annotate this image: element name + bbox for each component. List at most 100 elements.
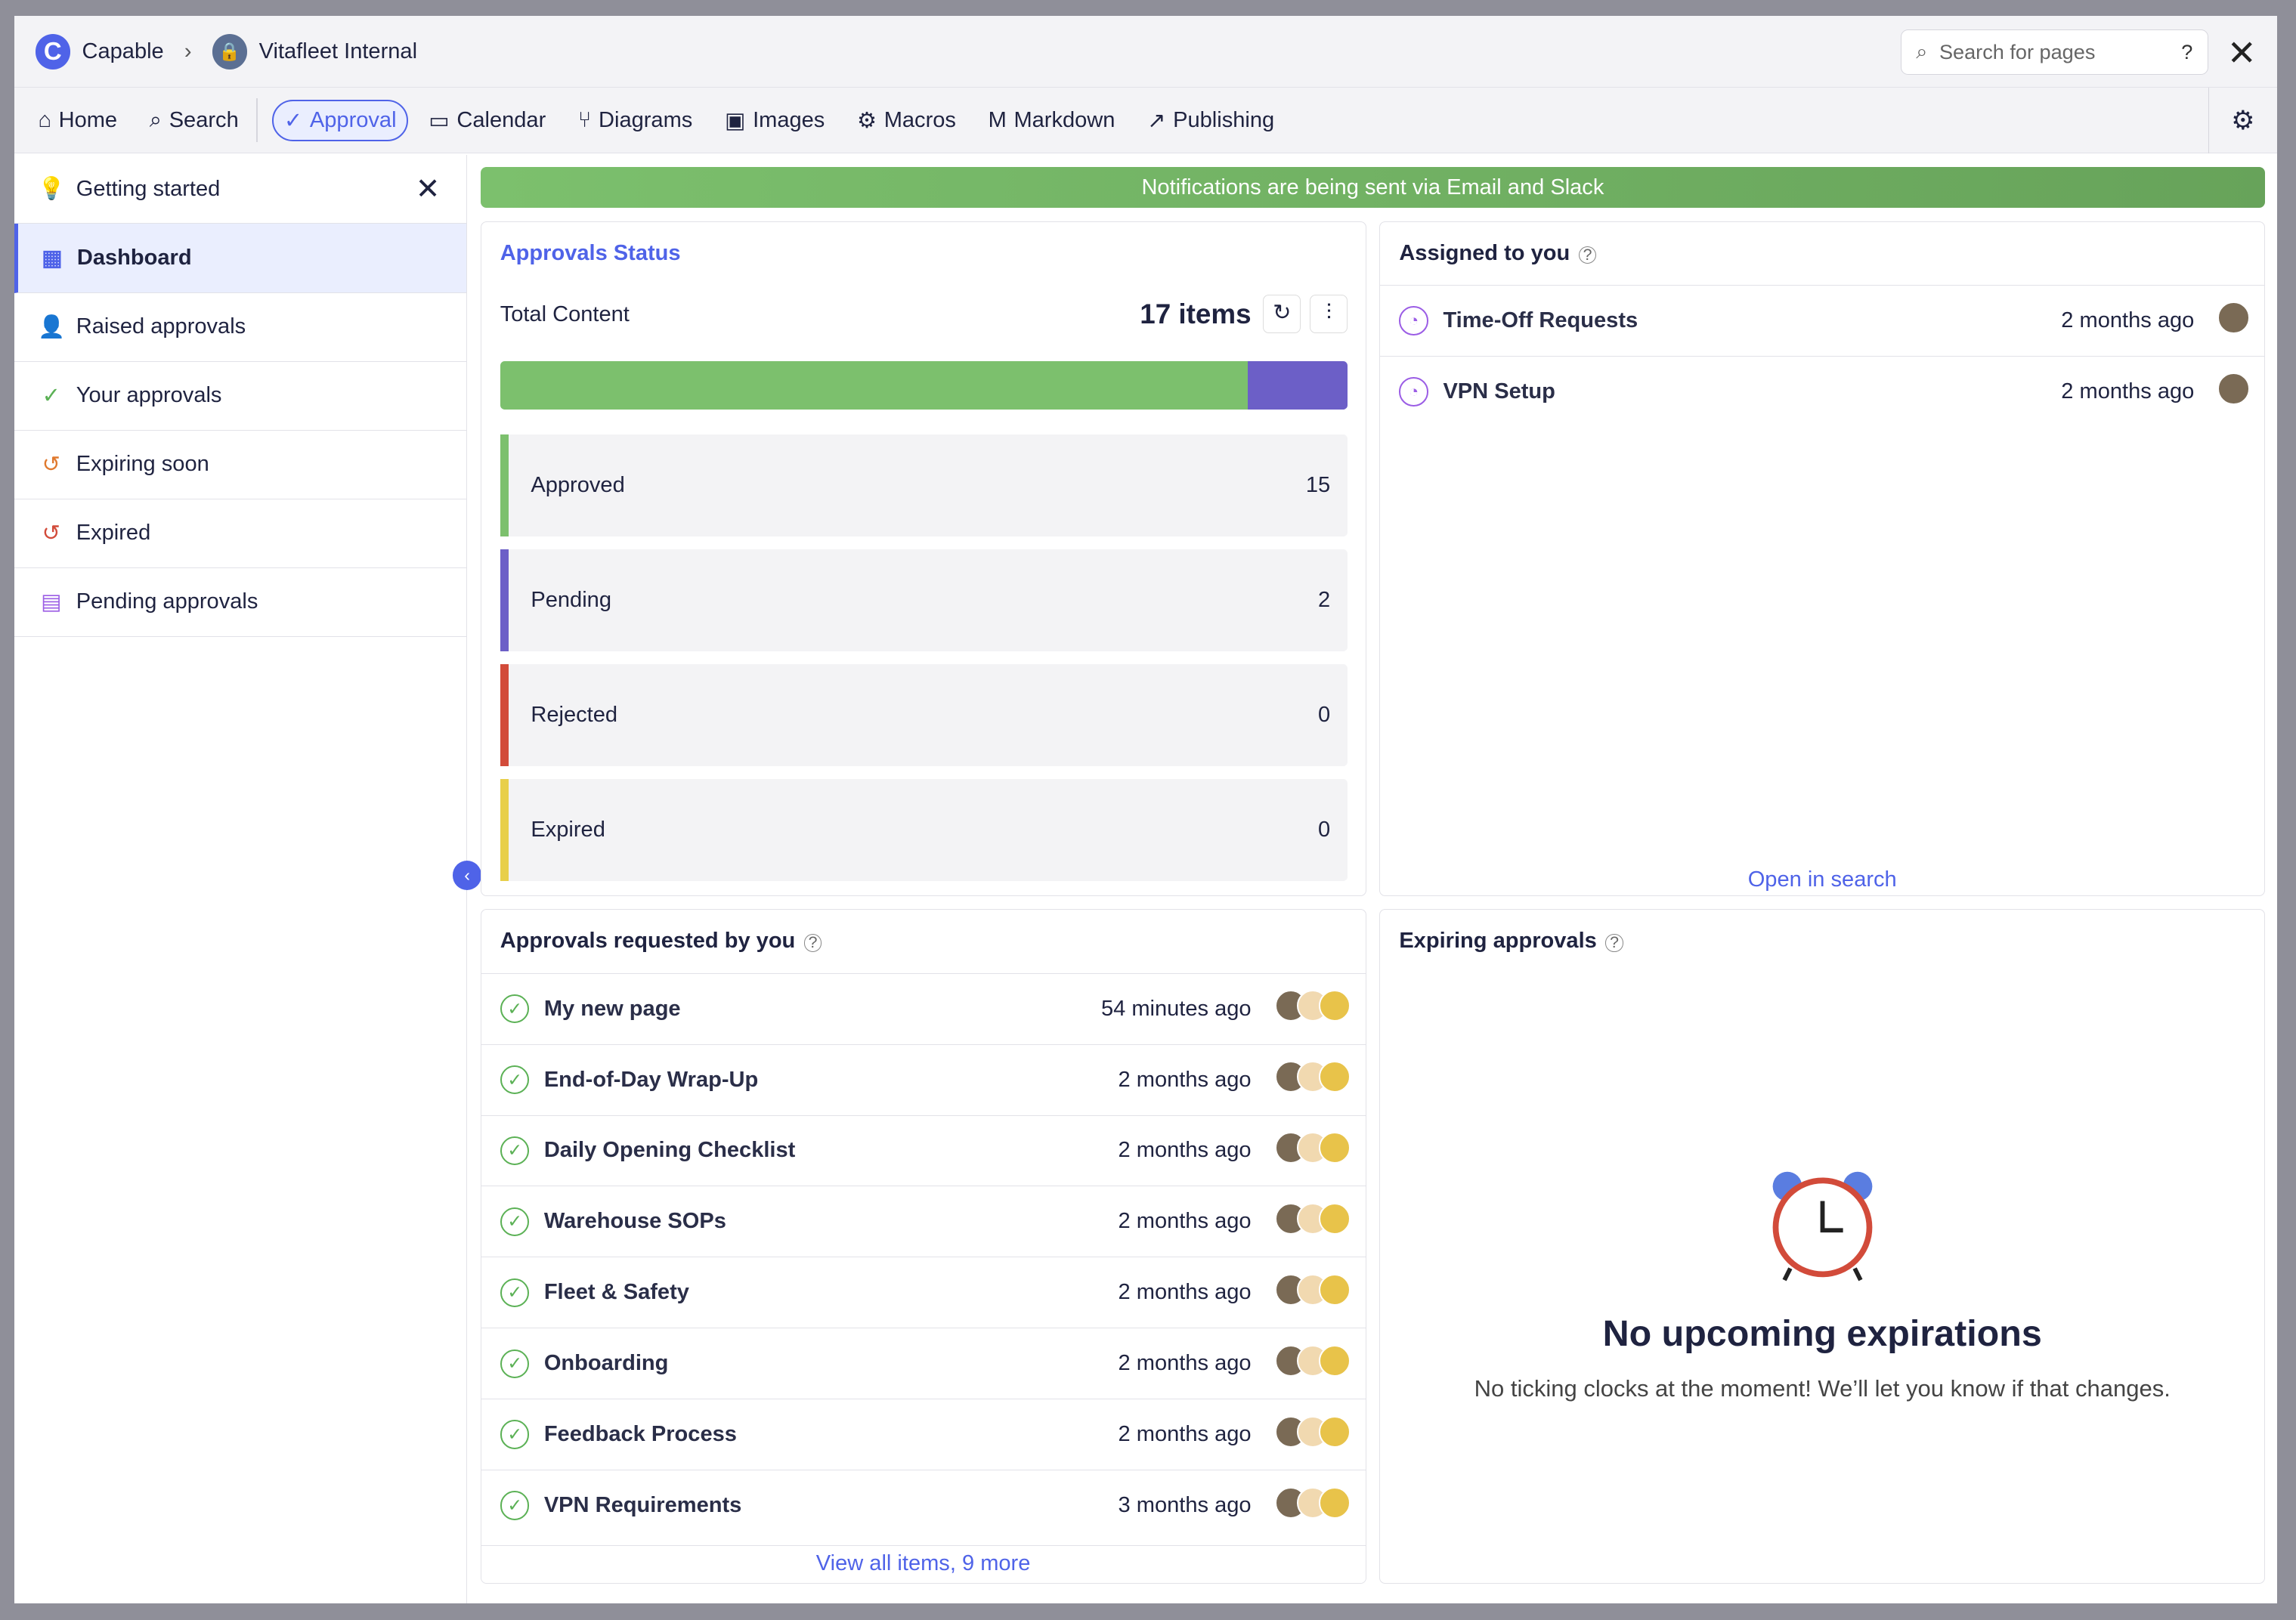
check-circle-icon: ✓	[500, 1065, 530, 1095]
avatar	[1318, 1486, 1351, 1520]
space-lock-icon: 🔒	[212, 34, 248, 70]
sidebar-label: Your approvals	[76, 383, 222, 408]
list-item[interactable]: ✓ Warehouse SOPs 2 months ago	[481, 1186, 1366, 1257]
status-expired[interactable]: Expired 0	[500, 778, 1348, 882]
status-label: Pending	[531, 587, 611, 612]
list-item[interactable]: ✓ Onboarding 2 months ago	[481, 1328, 1366, 1399]
status-count: 0	[1318, 703, 1331, 727]
collapse-sidebar-button[interactable]: ‹	[452, 861, 482, 890]
sidebar-item-your-approvals[interactable]: ✓ Your approvals	[14, 362, 467, 431]
list-item[interactable]: ◔ VPN Setup 2 months ago	[1380, 355, 2265, 427]
search-input[interactable]: ⌕ Search for pages?	[1900, 29, 2208, 75]
open-in-search-link[interactable]: Open in search	[1747, 867, 1897, 892]
item-time: 2 months ago	[1118, 1209, 1252, 1234]
home-icon: ⌂	[38, 107, 51, 132]
close-icon[interactable]: ✕	[415, 172, 441, 206]
list-item[interactable]: ✓ Feedback Process 2 months ago	[481, 1399, 1366, 1470]
help-button[interactable]: ?	[2181, 39, 2193, 63]
item-title: Feedback Process	[543, 1422, 737, 1447]
markdown-icon: M	[988, 107, 1007, 132]
alarm-clock-icon	[1772, 1172, 1873, 1281]
main-content: Notifications are being sent via Email a…	[480, 155, 2277, 1603]
avatar-group	[1274, 1131, 1351, 1170]
avatar	[1318, 1415, 1351, 1448]
settings-gear-icon[interactable]: ⚙	[2208, 88, 2277, 154]
sidebar-icon: ▦	[42, 246, 63, 271]
item-time: 2 months ago	[1118, 1351, 1252, 1376]
check-circle-icon: ✓	[500, 1278, 530, 1308]
breadcrumb-space[interactable]: Vitafleet Internal	[258, 39, 418, 63]
list-item[interactable]: ◔ Time-Off Requests 2 months ago	[1380, 284, 2265, 356]
nav-markdown[interactable]: M Markdown	[989, 108, 1116, 133]
empty-title: No upcoming expirations	[1602, 1313, 2042, 1354]
sidebar-item-expired[interactable]: ↺ Expired	[14, 499, 467, 568]
nav-diagrams[interactable]: ⑂ Diagrams	[578, 108, 692, 133]
nav-approval[interactable]: ✓ Approval	[272, 100, 409, 141]
avatar-group	[2217, 373, 2250, 411]
list-item[interactable]: ✓ Fleet & Safety 2 months ago	[481, 1257, 1366, 1328]
app-window: C Capable › 🔒 Vitafleet Internal ⌕ Search…	[14, 16, 2277, 1603]
approval-icon: ✓	[283, 108, 303, 133]
item-time: 3 months ago	[1118, 1493, 1252, 1518]
close-icon[interactable]: ✕	[2226, 32, 2257, 73]
nav-label: Markdown	[1013, 107, 1116, 132]
list-item[interactable]: ✓ Daily Opening Checklist 2 months ago	[481, 1115, 1366, 1186]
list-item[interactable]: ✓ VPN Requirements 3 months ago	[481, 1470, 1366, 1541]
nav-bar: ⌂ Home ⌕ Search ✓ Approval ▭ Calendar ⑂ Diagrams ▣…	[14, 88, 2277, 154]
status-count: 2	[1318, 587, 1331, 612]
item-time: 2 months ago	[1118, 1422, 1252, 1447]
avatar-group	[1274, 1344, 1351, 1383]
status-approved[interactable]: Approved 15	[500, 434, 1348, 537]
nav-calendar[interactable]: ▭ Calendar	[429, 107, 546, 134]
sidebar-item-pending-approvals[interactable]: ▤ Pending approvals	[14, 568, 467, 637]
breadcrumb-brand[interactable]: Capable	[82, 39, 164, 63]
status-progress-bar	[500, 360, 1348, 410]
nav-label: Images	[753, 107, 825, 132]
status-rejected[interactable]: Rejected 0	[500, 663, 1348, 767]
notification-banner: Notifications are being sent via Email a…	[480, 166, 2266, 209]
search-icon: ⌕	[1916, 39, 1928, 63]
help-icon[interactable]: ?	[803, 934, 822, 952]
avatar-group	[1274, 1202, 1351, 1241]
nav-label: Approval	[309, 107, 397, 132]
item-title: My new page	[543, 996, 681, 1021]
avatar	[1318, 1202, 1351, 1235]
sidebar-icon: ↺	[42, 453, 60, 478]
nav-publishing[interactable]: ↗ Publishing	[1147, 107, 1274, 134]
avatar-group	[1274, 1415, 1351, 1455]
status-pending[interactable]: Pending 2	[500, 549, 1348, 652]
sidebar-icon: ✓	[42, 384, 60, 409]
help-icon[interactable]: ?	[1605, 934, 1623, 952]
nav-macros[interactable]: ⚙ Macros	[857, 107, 956, 134]
sidebar-item-dashboard[interactable]: ▦ Dashboard	[14, 224, 467, 293]
nav-label: Home	[58, 107, 118, 132]
total-count: 17 items	[1140, 298, 1252, 329]
nav-images[interactable]: ▣ Images	[725, 107, 825, 134]
nav-search[interactable]: ⌕ Search	[150, 108, 239, 133]
check-circle-icon: ✓	[500, 994, 530, 1024]
clock-icon: ◔	[1399, 377, 1429, 407]
list-item[interactable]: ✓ End-of-Day Wrap-Up 2 months ago	[481, 1043, 1366, 1115]
top-bar: C Capable › 🔒 Vitafleet Internal ⌕ Search…	[14, 16, 2277, 88]
avatar	[1318, 1344, 1351, 1377]
sidebar-item-expiring-soon[interactable]: ↺ Expiring soon	[14, 431, 467, 499]
total-content-label: Total Content	[500, 302, 630, 327]
refresh-icon[interactable]: ↻	[1263, 295, 1301, 333]
calendar-icon: ▭	[429, 108, 450, 133]
sidebar-item-raised-approvals[interactable]: 👤 Raised approvals	[14, 293, 467, 362]
view-all-link[interactable]: View all items, 9 more	[481, 1545, 1366, 1584]
getting-started-item[interactable]: 💡 Getting started ✕	[14, 155, 467, 224]
sidebar-icon: 👤	[38, 314, 66, 339]
help-icon[interactable]: ?	[1578, 246, 1597, 264]
status-label: Rejected	[531, 703, 618, 727]
card-title[interactable]: Approvals Status	[500, 240, 681, 265]
filter-sliders-icon[interactable]: ⫶	[1310, 295, 1348, 333]
list-item[interactable]: ✓ My new page 54 minutes ago	[481, 972, 1366, 1044]
divider	[255, 98, 258, 143]
status-color-bar	[500, 778, 509, 882]
getting-started-label: Getting started	[76, 176, 221, 201]
nav-home[interactable]: ⌂ Home	[38, 108, 117, 133]
expiring-card: Expiring approvals? No upcoming expirati…	[1379, 909, 2266, 1584]
avatar	[1318, 1273, 1351, 1306]
search-placeholder: Search for pages	[1939, 39, 2096, 63]
